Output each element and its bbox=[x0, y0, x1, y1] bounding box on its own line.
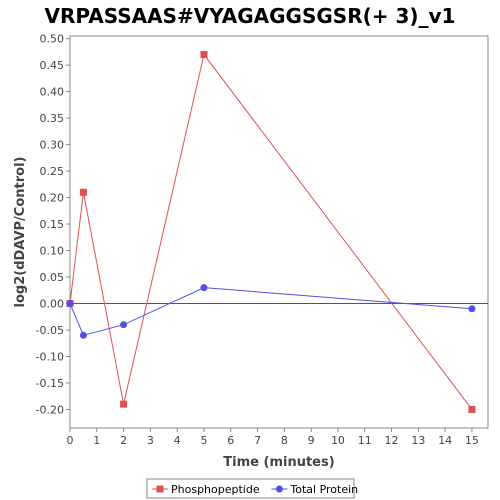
x-tick-label: 3 bbox=[147, 434, 154, 447]
x-tick-label: 11 bbox=[358, 434, 372, 447]
x-tick-label: 4 bbox=[174, 434, 181, 447]
phosphopeptide-point bbox=[468, 405, 476, 413]
x-tick-label: 12 bbox=[385, 434, 399, 447]
y-tick-label: -0.10 bbox=[36, 350, 64, 363]
total-protein-point bbox=[66, 300, 74, 308]
y-axis-label: log2(dDAVP/Control) bbox=[13, 157, 28, 308]
phosphopeptide-point bbox=[200, 51, 208, 59]
phosphopeptide-legend-marker bbox=[156, 485, 164, 493]
x-axis-label: Time (minutes) bbox=[223, 455, 334, 470]
x-axis: 0 1 2 3 4 5 6 7 8 9 10 11 12 13 14 15 bbox=[67, 428, 479, 447]
x-tick-label: 13 bbox=[411, 434, 425, 447]
x-tick-label: 0 bbox=[67, 434, 74, 447]
x-tick-label: 2 bbox=[120, 434, 127, 447]
y-tick-label: 0.40 bbox=[40, 86, 65, 99]
y-tick-label: 0.05 bbox=[40, 271, 65, 284]
legend: Phosphopeptide Total Protein bbox=[146, 478, 358, 499]
phosphopeptide-point bbox=[79, 188, 87, 196]
x-tick-label: 10 bbox=[331, 434, 345, 447]
legend-box bbox=[146, 478, 355, 499]
total-protein-legend-label: Total Protein bbox=[289, 483, 358, 496]
chart-title: VRPASSAAS#VYAGAGGSGSR(+ 3)_v1 bbox=[45, 4, 456, 28]
y-tick-label: -0.15 bbox=[36, 377, 64, 390]
y-tick-label: 0.30 bbox=[40, 139, 65, 152]
x-tick-label: 6 bbox=[227, 434, 234, 447]
y-tick-label: 0.50 bbox=[40, 33, 65, 46]
y-tick-label: 0.25 bbox=[40, 165, 65, 178]
phosphopeptide-legend-label: Phosphopeptide bbox=[171, 483, 260, 496]
y-tick-label: 0.35 bbox=[40, 112, 65, 125]
x-tick-label: 9 bbox=[308, 434, 315, 447]
total-protein-point bbox=[79, 331, 87, 339]
plot-area bbox=[69, 35, 489, 429]
y-tick-label: 0.20 bbox=[40, 192, 65, 205]
total-protein-legend-marker bbox=[275, 485, 283, 493]
y-tick-label: 0.15 bbox=[40, 218, 65, 231]
y-tick-label: 0.45 bbox=[40, 59, 65, 72]
x-tick-label: 15 bbox=[465, 434, 479, 447]
x-tick-label: 1 bbox=[93, 434, 100, 447]
total-protein-point bbox=[200, 284, 208, 292]
phosphopeptide-point bbox=[120, 400, 128, 408]
y-tick-label: 0.10 bbox=[40, 245, 65, 258]
y-tick-label: -0.05 bbox=[36, 324, 64, 337]
y-tick-label: 0.00 bbox=[40, 298, 65, 311]
total-protein-point bbox=[120, 321, 128, 329]
series-layer bbox=[66, 51, 476, 413]
x-tick-label: 8 bbox=[281, 434, 288, 447]
x-tick-label: 5 bbox=[200, 434, 207, 447]
x-tick-label: 7 bbox=[254, 434, 261, 447]
y-tick-label: -0.20 bbox=[36, 403, 64, 416]
x-tick-label: 14 bbox=[438, 434, 452, 447]
y-axis: -0.20 -0.15 -0.10 -0.05 0.00 0.05 0.10 0.15 0.20… bbox=[36, 33, 70, 416]
total-protein-point bbox=[468, 305, 476, 313]
